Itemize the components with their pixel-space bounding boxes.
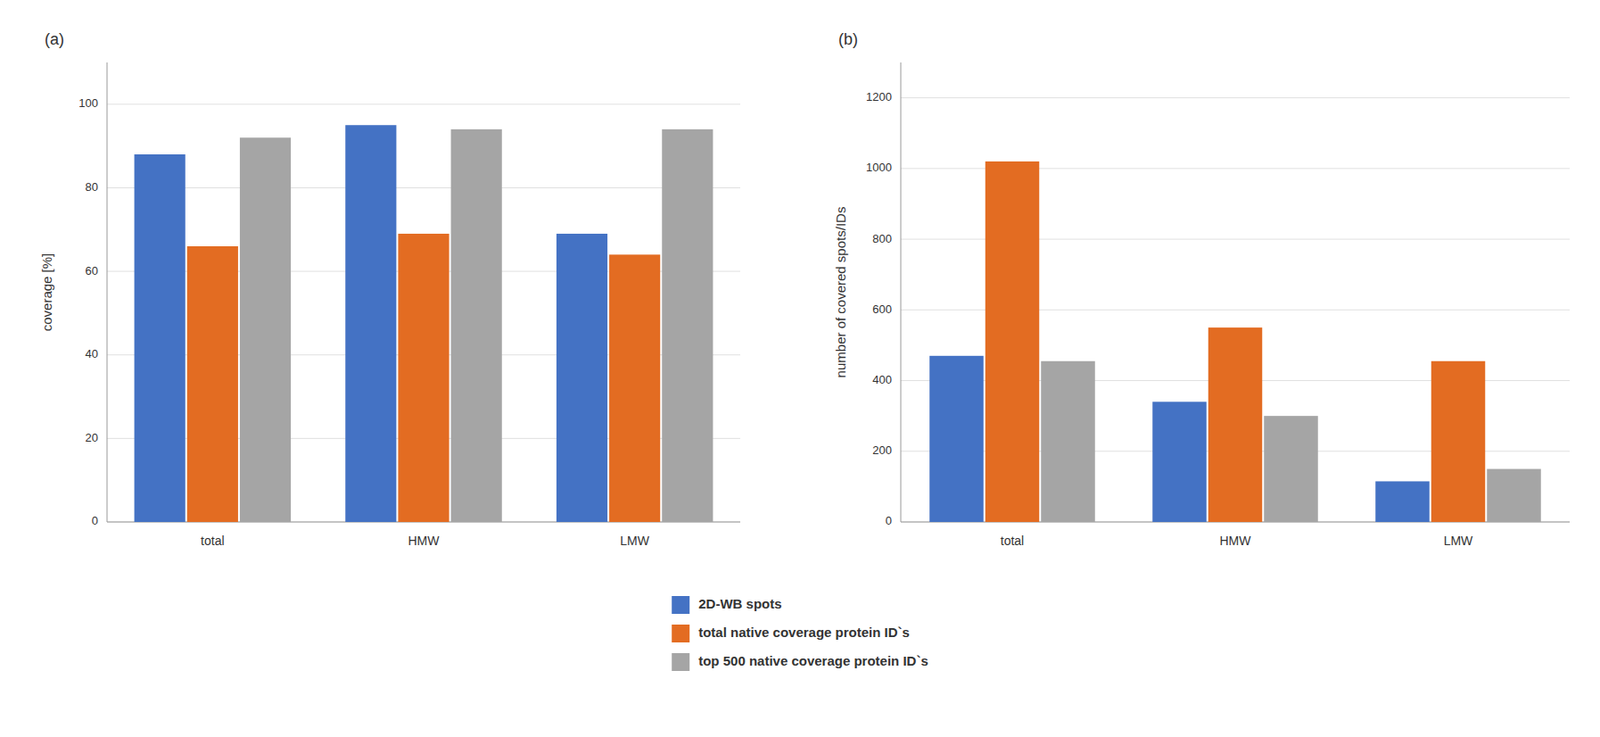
legend-swatch bbox=[671, 624, 690, 643]
y-tick-label: 600 bbox=[872, 302, 892, 316]
legend-label: total native coverage protein ID`s bbox=[698, 624, 910, 640]
bar bbox=[1375, 480, 1430, 522]
bar bbox=[134, 154, 186, 522]
bar bbox=[556, 233, 608, 522]
y-tick-label: 80 bbox=[85, 180, 99, 194]
y-tick-label: 800 bbox=[872, 231, 892, 246]
bar bbox=[397, 233, 449, 522]
panel: 0 200 400 600 800 1000 1200 total HMW LMW number o… bbox=[832, 30, 1570, 548]
panel-label: (a) bbox=[44, 30, 65, 49]
y-tick-label: 0 bbox=[885, 513, 892, 528]
bar bbox=[239, 137, 291, 522]
grid-line bbox=[107, 187, 741, 189]
legend: 2D-WB spots total native coverage protein… bbox=[671, 595, 929, 671]
x-tick-label: HMW bbox=[1220, 533, 1253, 548]
y-tick-label: 60 bbox=[85, 263, 99, 278]
x-tick-label: total bbox=[200, 533, 224, 548]
y-axis-label: coverage [%] bbox=[39, 253, 55, 332]
legend-label: 2D-WB spots bbox=[698, 595, 782, 611]
bar bbox=[661, 129, 713, 522]
y-tick-label: 100 bbox=[78, 96, 99, 110]
bar bbox=[1152, 401, 1207, 522]
y-axis-line bbox=[107, 62, 108, 522]
grid-line bbox=[900, 97, 1570, 99]
y-axis-label: number of covered spots/IDs bbox=[832, 206, 849, 379]
y-axis-line bbox=[900, 62, 902, 522]
y-tick-label: 400 bbox=[872, 372, 892, 387]
y-tick-label: 1000 bbox=[865, 160, 892, 174]
panel: 0 20 40 60 80 100 total HMW LMW coverage [%] (a) bbox=[39, 30, 741, 548]
bar bbox=[609, 254, 660, 522]
bar bbox=[187, 246, 239, 522]
bar bbox=[451, 129, 503, 522]
bar bbox=[1208, 327, 1263, 522]
bars bbox=[134, 124, 714, 522]
y-tick-label: 0 bbox=[91, 513, 99, 528]
bar bbox=[1263, 415, 1319, 522]
grid-line bbox=[107, 103, 741, 105]
y-tick-label: 20 bbox=[85, 430, 99, 445]
x-tick-label: LMW bbox=[1443, 533, 1474, 548]
y-tick-label: 200 bbox=[872, 443, 892, 457]
bar bbox=[929, 355, 984, 522]
panel-label: (b) bbox=[838, 30, 858, 49]
y-tick-label: 1200 bbox=[865, 90, 892, 104]
legend-swatch bbox=[671, 652, 690, 671]
legend-swatch bbox=[671, 595, 690, 614]
bar bbox=[1486, 469, 1542, 522]
bars bbox=[929, 161, 1542, 522]
x-tick-label: total bbox=[1000, 533, 1024, 548]
x-tick-label: HMW bbox=[408, 533, 441, 548]
y-tick-label: 40 bbox=[85, 346, 99, 361]
x-tick-label: LMW bbox=[619, 533, 650, 548]
bar bbox=[345, 124, 396, 522]
bar bbox=[1431, 361, 1486, 522]
bar bbox=[1040, 361, 1096, 522]
legend-label: top 500 native coverage protein ID`s bbox=[698, 652, 929, 669]
chart-canvas: 0 20 40 60 80 100 total HMW LMW coverage [%] (a) 2D… bbox=[0, 0, 1600, 737]
bar bbox=[985, 161, 1040, 522]
